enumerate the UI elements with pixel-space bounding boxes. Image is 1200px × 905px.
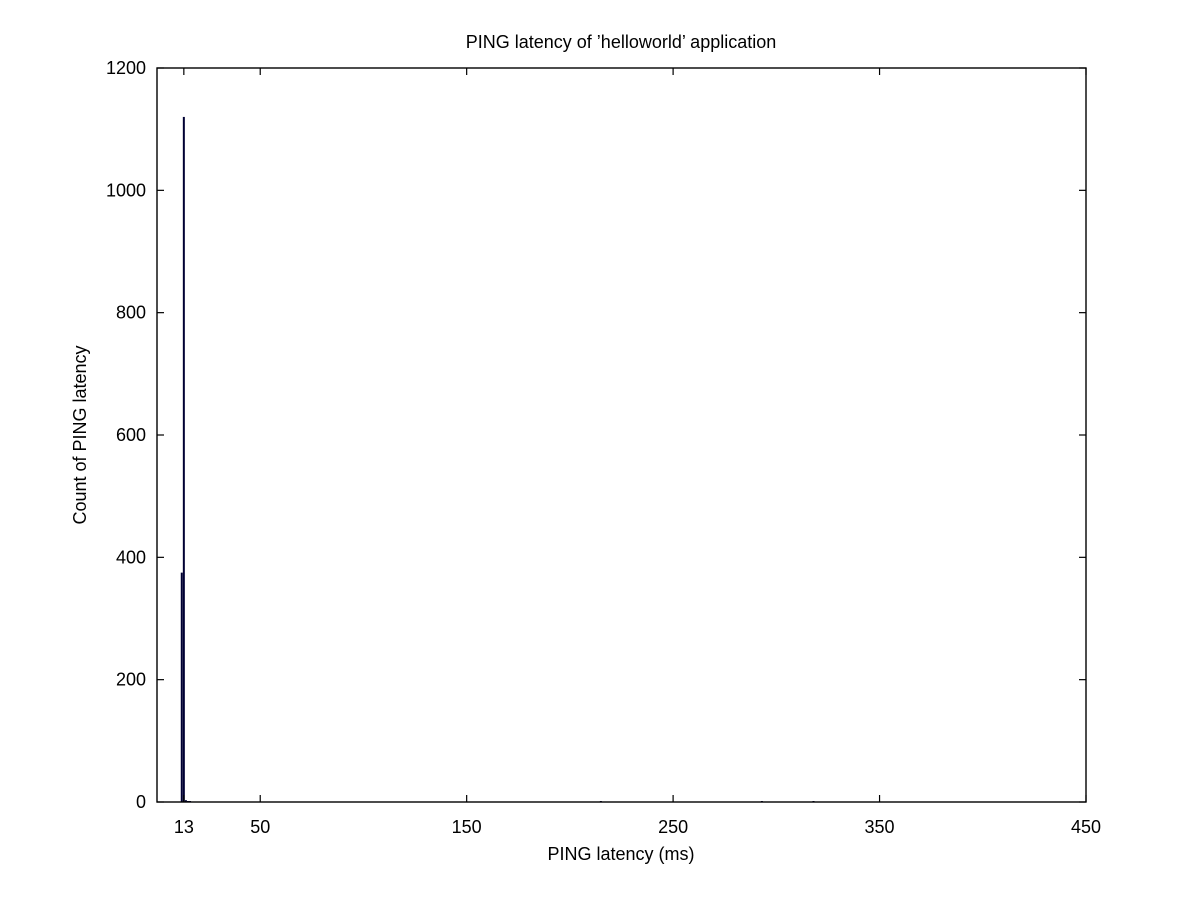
y-tick-label-0: 0	[136, 792, 146, 812]
chart-title: PING latency of ’helloworld’ application	[466, 32, 777, 52]
y-tick-label-1: 200	[116, 670, 146, 690]
x-tick-label-3: 250	[658, 817, 688, 837]
x-tick-label-0: 13	[174, 817, 194, 837]
x-tick-label-5: 450	[1071, 817, 1101, 837]
y-tick-label-4: 800	[116, 303, 146, 323]
y-tick-label-6: 1200	[106, 58, 146, 78]
y-tick-label-2: 400	[116, 547, 146, 567]
x-axis-label: PING latency (ms)	[547, 844, 694, 864]
y-tick-label-5: 1000	[106, 180, 146, 200]
histogram-bar-1	[182, 116, 185, 803]
y-axis-label: Count of PING latency	[70, 345, 90, 524]
histogram-bar-0	[180, 572, 183, 803]
histogram-bar-2	[184, 800, 187, 802]
x-tick-label-4: 350	[865, 817, 895, 837]
y-tick-label-3: 600	[116, 425, 146, 445]
x-tick-label-2: 150	[452, 817, 482, 837]
plot-area-frame	[156, 67, 1087, 803]
x-tick-label-1: 50	[250, 817, 270, 837]
